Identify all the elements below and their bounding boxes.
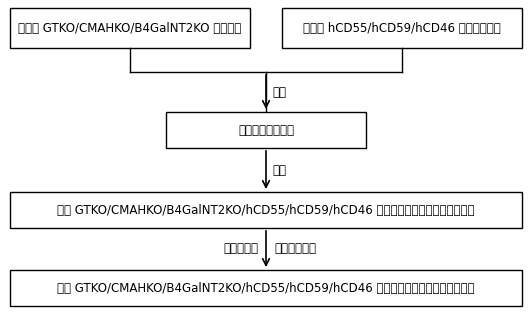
Text: 构建猪 GTKO/CMAHKO/B4GalNT2KO 敲除载体: 构建猪 GTKO/CMAHKO/B4GalNT2KO 敲除载体 xyxy=(19,21,242,34)
Bar xyxy=(10,192,522,228)
Bar xyxy=(10,270,522,306)
Text: 转染: 转染 xyxy=(272,85,286,99)
Text: 获得 GTKO/CMAHKO/B4GalNT2KO/hCD55/hCD59/hCD46 六基因修饰异种移植基础供体猪: 获得 GTKO/CMAHKO/B4GalNT2KO/hCD55/hCD59/hC… xyxy=(57,281,475,294)
Text: 筛选: 筛选 xyxy=(272,164,286,176)
Text: 基因型鉴定: 基因型鉴定 xyxy=(223,242,258,256)
Bar xyxy=(10,8,250,48)
Text: 构建猪 hCD55/hCD59/hCD46 定点插入载体: 构建猪 hCD55/hCD59/hCD46 定点插入载体 xyxy=(303,21,501,34)
Text: 获得 GTKO/CMAHKO/B4GalNT2KO/hCD55/hCD59/hCD46 六基因修饰猪胎儿成纤维细胞系: 获得 GTKO/CMAHKO/B4GalNT2KO/hCD55/hCD59/hC… xyxy=(57,204,475,217)
Bar xyxy=(166,112,366,148)
Bar xyxy=(282,8,522,48)
Text: 体细胞核移植: 体细胞核移植 xyxy=(274,242,316,256)
Text: 猪胎儿成纤维细胞: 猪胎儿成纤维细胞 xyxy=(238,123,294,137)
